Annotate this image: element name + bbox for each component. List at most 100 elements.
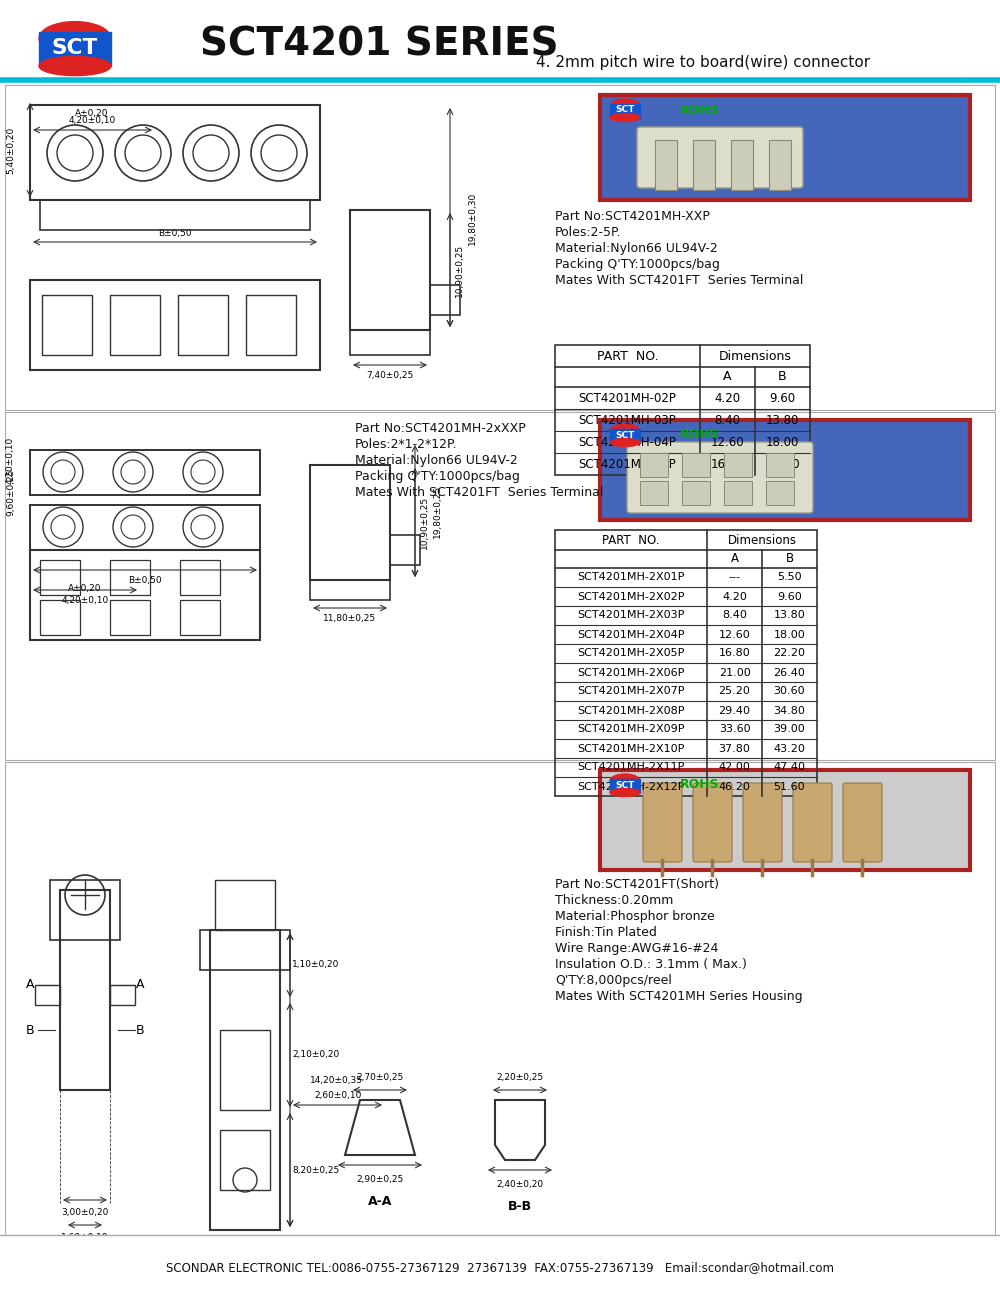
Bar bbox=[220, 1130, 270, 1190]
Text: 2,90±0,25: 2,90±0,25 bbox=[356, 1175, 404, 1184]
Text: 10,90±0,25: 10,90±0,25 bbox=[455, 243, 464, 296]
Text: 9,60±0,25: 9,60±0,25 bbox=[6, 468, 15, 516]
Bar bbox=[640, 452, 668, 477]
Text: B: B bbox=[136, 1023, 144, 1036]
Ellipse shape bbox=[610, 424, 640, 438]
Text: A: A bbox=[136, 979, 144, 992]
Bar bbox=[40, 601, 80, 634]
Text: 33.60: 33.60 bbox=[719, 724, 750, 734]
Text: SCT: SCT bbox=[52, 38, 98, 58]
Text: 4,20±0,10: 4,20±0,10 bbox=[68, 116, 116, 125]
Text: B±0,50: B±0,50 bbox=[158, 229, 192, 238]
Text: ROHS: ROHS bbox=[680, 104, 720, 117]
Text: Part No:SCT4201MH-XXP: Part No:SCT4201MH-XXP bbox=[555, 211, 710, 224]
Text: SCT4201MH-2X01P: SCT4201MH-2X01P bbox=[577, 572, 685, 582]
Bar bbox=[350, 330, 430, 355]
Text: PART  NO.: PART NO. bbox=[597, 350, 658, 363]
Text: ROHS: ROHS bbox=[680, 779, 720, 792]
Text: 2,10±0,20: 2,10±0,20 bbox=[292, 1050, 339, 1060]
Bar bbox=[110, 601, 150, 634]
FancyBboxPatch shape bbox=[600, 420, 970, 520]
Text: 4,20±0,10: 4,20±0,10 bbox=[61, 595, 109, 604]
Text: 11,80±0,25: 11,80±0,25 bbox=[323, 614, 377, 623]
Bar bbox=[30, 105, 320, 200]
Text: Material:Phosphor bronze: Material:Phosphor bronze bbox=[555, 910, 715, 923]
Bar bbox=[555, 344, 810, 474]
Text: 26.40: 26.40 bbox=[774, 667, 805, 677]
Text: A: A bbox=[723, 370, 732, 383]
Text: SCT4201MH-2X05P: SCT4201MH-2X05P bbox=[577, 649, 685, 659]
Text: 2,00±0,10: 2,00±0,10 bbox=[221, 1248, 269, 1257]
Text: SCT4201MH-2X11P: SCT4201MH-2X11P bbox=[577, 763, 685, 772]
Bar bbox=[724, 452, 752, 477]
Text: 2,40±0,20: 2,40±0,20 bbox=[496, 1180, 544, 1190]
Text: Packing Q'TY:1000pcs/bag: Packing Q'TY:1000pcs/bag bbox=[355, 471, 520, 484]
FancyBboxPatch shape bbox=[743, 783, 782, 862]
Bar bbox=[731, 140, 753, 190]
Text: Thickness:0.20mm: Thickness:0.20mm bbox=[555, 894, 673, 907]
Text: Mates With SCT4201FT  Series Terminal: Mates With SCT4201FT Series Terminal bbox=[555, 274, 803, 287]
Bar bbox=[40, 200, 310, 230]
Text: Packing Q'TY:1000pcs/bag: Packing Q'TY:1000pcs/bag bbox=[555, 257, 720, 270]
Text: SCT4201MH-2X10P: SCT4201MH-2X10P bbox=[577, 744, 685, 754]
Text: B: B bbox=[785, 552, 794, 566]
Text: 2,70±0,25: 2,70±0,25 bbox=[356, 1072, 404, 1082]
Text: 19,80±0,30: 19,80±0,30 bbox=[468, 191, 477, 244]
Text: SCT4201MH-2X04P: SCT4201MH-2X04P bbox=[577, 629, 685, 640]
Text: 4.20: 4.20 bbox=[722, 592, 747, 602]
Bar bbox=[50, 880, 120, 940]
Bar bbox=[640, 481, 668, 504]
Bar bbox=[769, 140, 791, 190]
Text: 51.60: 51.60 bbox=[774, 781, 805, 792]
FancyBboxPatch shape bbox=[693, 783, 732, 862]
Text: 14,20±0,35: 14,20±0,35 bbox=[310, 1075, 363, 1084]
Text: 29.40: 29.40 bbox=[718, 706, 750, 715]
Ellipse shape bbox=[610, 438, 640, 446]
Text: 9.60: 9.60 bbox=[769, 391, 796, 404]
Text: B±0,50: B±0,50 bbox=[128, 576, 162, 585]
Text: Dimensions: Dimensions bbox=[719, 350, 791, 363]
Text: 39.00: 39.00 bbox=[774, 724, 805, 734]
Ellipse shape bbox=[610, 113, 640, 121]
Bar bbox=[5, 84, 995, 410]
Text: 34.80: 34.80 bbox=[774, 706, 805, 715]
Text: SCT: SCT bbox=[615, 105, 635, 114]
Ellipse shape bbox=[610, 99, 640, 113]
Bar bbox=[220, 1030, 270, 1110]
Bar bbox=[180, 560, 220, 595]
Text: 1,10±0,20: 1,10±0,20 bbox=[292, 961, 339, 970]
FancyBboxPatch shape bbox=[843, 783, 882, 862]
Text: SCT4201MH-04P: SCT4201MH-04P bbox=[579, 436, 676, 448]
Bar bbox=[215, 880, 275, 929]
Ellipse shape bbox=[610, 789, 640, 797]
FancyBboxPatch shape bbox=[793, 783, 832, 862]
Text: A±0,20: A±0,20 bbox=[68, 584, 102, 593]
Bar bbox=[178, 295, 228, 355]
Text: Part No:SCT4201FT(Short): Part No:SCT4201FT(Short) bbox=[555, 878, 719, 891]
Text: Mates With SCT4201MH Series Housing: Mates With SCT4201MH Series Housing bbox=[555, 991, 803, 1004]
Text: 22.20: 22.20 bbox=[774, 649, 806, 659]
Text: 18.00: 18.00 bbox=[774, 629, 805, 640]
Text: 13.80: 13.80 bbox=[774, 611, 805, 620]
Text: A: A bbox=[730, 552, 738, 566]
Text: ROHS: ROHS bbox=[680, 429, 720, 442]
Text: SCT4201MH-03P: SCT4201MH-03P bbox=[579, 413, 676, 426]
Text: B: B bbox=[778, 370, 787, 383]
Bar bbox=[110, 985, 135, 1005]
Text: SCT: SCT bbox=[615, 780, 635, 789]
Bar bbox=[655, 140, 677, 190]
FancyBboxPatch shape bbox=[627, 442, 813, 514]
Text: SCT4201MH-02P: SCT4201MH-02P bbox=[579, 391, 676, 404]
Text: Finish:Tin Plated: Finish:Tin Plated bbox=[555, 926, 657, 939]
Bar bbox=[200, 930, 290, 970]
Text: 1,60±0,10: 1,60±0,10 bbox=[61, 1232, 109, 1241]
Text: SCT4201MH-2X12P: SCT4201MH-2X12P bbox=[577, 781, 685, 792]
Text: Poles:2-5P.: Poles:2-5P. bbox=[555, 226, 622, 239]
Text: 8.40: 8.40 bbox=[714, 413, 740, 426]
Bar bbox=[610, 429, 640, 442]
Bar bbox=[682, 452, 710, 477]
Text: Material:Nylon66 UL94V-2: Material:Nylon66 UL94V-2 bbox=[355, 454, 518, 467]
Text: 22.20: 22.20 bbox=[766, 458, 799, 471]
Text: 10,90±0,25: 10,90±0,25 bbox=[420, 495, 429, 549]
Text: 18.00: 18.00 bbox=[766, 436, 799, 448]
